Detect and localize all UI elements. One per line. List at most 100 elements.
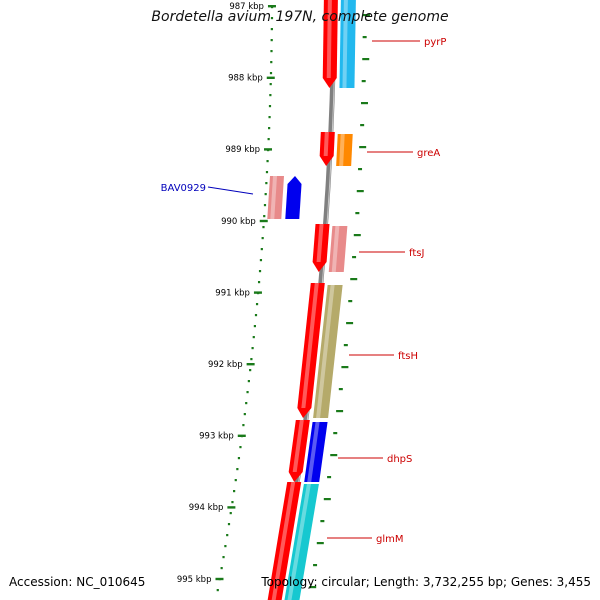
scale-dot [270, 61, 273, 64]
scale-dot [255, 303, 259, 306]
scale-dot [257, 281, 261, 284]
scale-label: 993 kbp [199, 432, 234, 442]
gene-ftsJ [312, 224, 348, 272]
gene-label-dhpS: dhpS [387, 454, 412, 465]
scale-label: 990 kbp [221, 217, 256, 227]
gene-pyrP [322, 0, 356, 88]
outer-tick [353, 234, 361, 237]
gene-cds-arrow [319, 132, 335, 166]
scale-dot [265, 171, 269, 174]
scale-dot [268, 105, 272, 108]
scale-major-tick [264, 148, 273, 151]
outer-tick [320, 520, 325, 523]
outer-tick [358, 168, 363, 171]
scale-dot [249, 369, 252, 372]
outer-tick [316, 542, 324, 545]
outer-tick [350, 278, 358, 281]
gene-dhpS [288, 420, 328, 482]
gene-cog-shine [307, 422, 320, 482]
scale-major-tick [227, 506, 236, 509]
scale-dot [252, 336, 255, 339]
scale-dot [236, 468, 239, 471]
scale-dot [231, 501, 234, 504]
scale-dot [216, 589, 219, 592]
outer-tick [361, 80, 366, 83]
gene-greA [319, 132, 353, 166]
scale-dot [250, 358, 253, 361]
scale-labels: 987 kbp 988 kbp 989 kbp 990 kbp 991 kbp 992 k… [177, 2, 276, 585]
outer-tick [356, 190, 364, 193]
scale-dot [270, 39, 273, 42]
gene-cog-shine [287, 484, 311, 600]
outer-tick [352, 256, 357, 259]
gene-cds-shine [271, 482, 296, 600]
outer-tick [360, 102, 368, 105]
scale-dot [261, 237, 264, 240]
scale-dot [270, 28, 273, 31]
outer-tick [323, 498, 331, 501]
scale-dot [245, 402, 248, 405]
gene-cds-shine [326, 0, 332, 78]
scale-major-tick [259, 219, 268, 223]
scale-dot [246, 391, 249, 394]
outer-tick [338, 388, 343, 391]
scale-label: 994 kbp [189, 503, 224, 513]
gene-label-ftsJ: ftsJ [409, 248, 424, 259]
gene-labels: pyrP greA BAV0929 ftsJ ftsH dhpS glmM [161, 37, 447, 545]
gene-cds-arrow [297, 283, 325, 418]
outer-tick [343, 344, 348, 347]
map-title: Bordetella avium 197N, complete genome [151, 9, 449, 25]
gene-label-greA: greA [417, 148, 440, 159]
scale-dot [222, 556, 225, 559]
genome-summary-label: Topology: circular; Length: 3,732,255 bp… [261, 575, 591, 589]
scale-label: 992 kbp [208, 360, 243, 370]
outer-tick [309, 586, 317, 589]
scale-ring [216, 6, 274, 592]
scale-dot [220, 567, 223, 570]
scale-dot [269, 83, 272, 86]
scale-dot [260, 248, 263, 251]
outer-tick [362, 58, 370, 61]
scale-dot [259, 259, 263, 262]
gene-cds-arrow [312, 224, 330, 272]
outer-tick [333, 432, 338, 435]
scale-label: 987 kbp [229, 2, 264, 12]
scale-dot [267, 138, 270, 141]
gene-cog-shine [342, 0, 348, 88]
gene-label-pyrP: pyrP [424, 37, 446, 48]
scale-dot [268, 116, 271, 119]
gene-cds-shine [292, 420, 304, 472]
scale-dot [264, 193, 267, 196]
gene-cog-bar [284, 484, 319, 600]
outer-tick [359, 146, 367, 149]
scale-dot [247, 380, 250, 383]
scale-dot [233, 490, 236, 493]
scale-major-tick [215, 577, 224, 581]
scale-dot [239, 446, 242, 449]
gene-cds-arrow [267, 482, 302, 600]
scale-dot [268, 127, 271, 130]
gene-cog-shine [316, 285, 335, 418]
scale-dot [229, 512, 232, 515]
outer-tick [341, 366, 349, 369]
gene-cds-shine [316, 224, 324, 262]
scale-dot [224, 545, 227, 548]
gene-label-glmM: glmM [376, 534, 404, 545]
gene-cds-shine [323, 132, 329, 156]
scale-dot [253, 325, 256, 328]
gene-cog-bar [304, 422, 328, 482]
scale-major-tick [237, 434, 246, 437]
gene-cog-bar [339, 0, 356, 88]
gene-glmM [267, 482, 319, 600]
scale-dot [269, 94, 272, 97]
gene-cds-shine [301, 283, 319, 408]
scale-dot [270, 17, 274, 20]
scale-dot [243, 413, 246, 416]
gene-BAV0929 [267, 176, 302, 219]
scale-dot [262, 226, 265, 229]
gene-cog-bar [313, 285, 343, 418]
outer-tick-ring [309, 14, 370, 589]
outer-tick [362, 14, 370, 17]
